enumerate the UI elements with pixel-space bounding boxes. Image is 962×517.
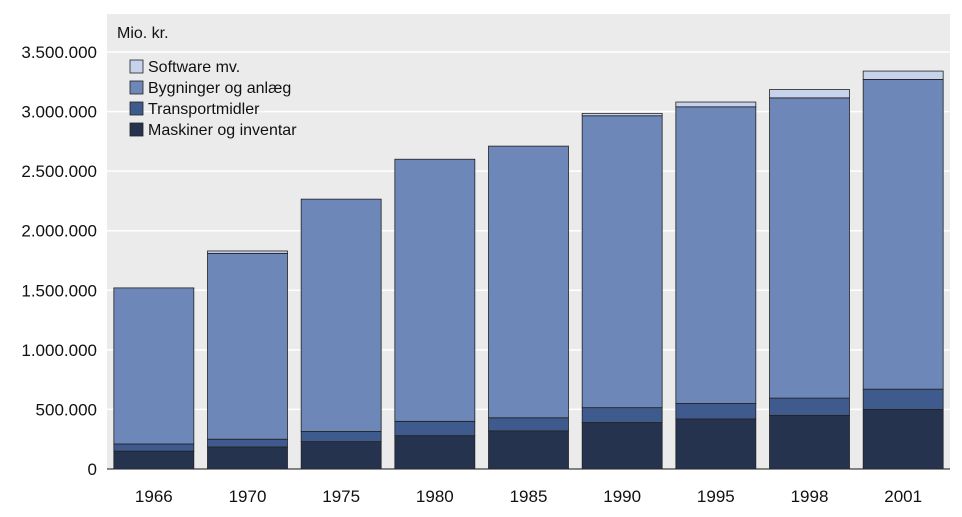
bar-segment-maskiner-og-inventar-1975 xyxy=(300,441,382,470)
legend-swatch xyxy=(129,122,144,137)
y-tick-label: 3.500.000 xyxy=(21,43,97,62)
bar-segment-bygninger-og-anlæg-1970 xyxy=(207,252,288,440)
bar-segment-maskiner-og-inventar-2001 xyxy=(862,409,944,470)
bar-segment-bygninger-og-anlæg-2001 xyxy=(862,79,944,390)
x-tick-label: 1975 xyxy=(322,487,360,506)
legend-label: Bygninger og anlæg xyxy=(148,80,291,97)
bar-segment-transportmidler-1985 xyxy=(488,417,569,432)
bar-segment-software-mv--1995 xyxy=(675,101,757,108)
legend-label: Software mv. xyxy=(148,59,240,76)
y-tick-label: 2.000.000 xyxy=(21,222,97,241)
x-tick-label: 1998 xyxy=(791,487,829,506)
legend-swatch xyxy=(129,59,144,74)
bar-segment-maskiner-og-inventar-1990 xyxy=(581,422,663,470)
y-tick-label: 1.500.000 xyxy=(21,281,97,300)
bar-segment-transportmidler-1998 xyxy=(769,397,850,416)
y-tick-label: 500.000 xyxy=(36,400,97,419)
bar-segment-bygninger-og-anlæg-1998 xyxy=(769,97,850,399)
bar-segment-maskiner-og-inventar-1966 xyxy=(113,450,195,470)
bar-segment-transportmidler-2001 xyxy=(862,388,944,410)
bar-segment-bygninger-og-anlæg-1975 xyxy=(300,198,382,432)
bar-segment-transportmidler-1995 xyxy=(675,403,757,420)
x-tick-label: 1970 xyxy=(229,487,267,506)
x-tick-label: 1995 xyxy=(697,487,735,506)
legend: Software mv. Bygninger og anlæg Transportm… xyxy=(129,59,297,139)
x-tick-label: 1990 xyxy=(603,487,641,506)
bar-segment-software-mv--1970 xyxy=(207,250,288,254)
bar-segment-maskiner-og-inventar-1995 xyxy=(675,418,757,470)
bar-segment-bygninger-og-anlæg-1980 xyxy=(394,158,476,422)
x-tick-label: 1980 xyxy=(416,487,454,506)
bar-segment-maskiner-og-inventar-1998 xyxy=(769,414,850,470)
bar-segment-transportmidler-1990 xyxy=(581,407,663,423)
bar-segment-transportmidler-1966 xyxy=(113,443,195,452)
bar-segment-bygninger-og-anlæg-1990 xyxy=(581,115,663,409)
bar-segment-transportmidler-1980 xyxy=(394,420,476,437)
y-tick-label: 3.000.000 xyxy=(21,103,97,122)
bar-segment-bygninger-og-anlæg-1966 xyxy=(113,287,195,445)
bar-segment-maskiner-og-inventar-1985 xyxy=(488,430,569,470)
y-tick-label: 1.000.000 xyxy=(21,341,97,360)
bar-segment-maskiner-og-inventar-1980 xyxy=(394,435,476,470)
bar-segment-software-mv--1998 xyxy=(769,89,850,99)
bar-segment-bygninger-og-anlæg-1995 xyxy=(675,106,757,404)
y-axis-unit-label: Mio. kr. xyxy=(117,25,169,42)
legend-label: Maskiner og inventar xyxy=(148,122,297,139)
x-tick-label: 2001 xyxy=(884,487,922,506)
y-tick-label: 0 xyxy=(88,460,97,479)
x-tick-label: 1985 xyxy=(510,487,548,506)
x-tick-label: 1966 xyxy=(135,487,173,506)
bar-segment-bygninger-og-anlæg-1985 xyxy=(488,145,569,419)
legend-label: Transportmidler xyxy=(148,101,260,118)
x-axis-tick-labels: 1966 1970 1975 1980 1985 1990 1995 1998 2001 xyxy=(135,487,922,506)
bar-segment-maskiner-og-inventar-1970 xyxy=(207,446,288,470)
y-tick-label: 2.500.000 xyxy=(21,162,97,181)
bar-segment-software-mv--1990 xyxy=(581,112,663,117)
legend-swatch xyxy=(129,101,144,116)
bar-segment-transportmidler-1970 xyxy=(207,438,288,448)
bar-segment-software-mv--2001 xyxy=(862,70,944,80)
bars xyxy=(113,70,944,470)
y-axis-tick-labels: 0 500.000 1.000.000 1.500.000 2.000.000 2.500… xyxy=(21,43,97,479)
legend-swatch xyxy=(129,80,144,95)
bar-segment-transportmidler-1975 xyxy=(300,431,382,442)
